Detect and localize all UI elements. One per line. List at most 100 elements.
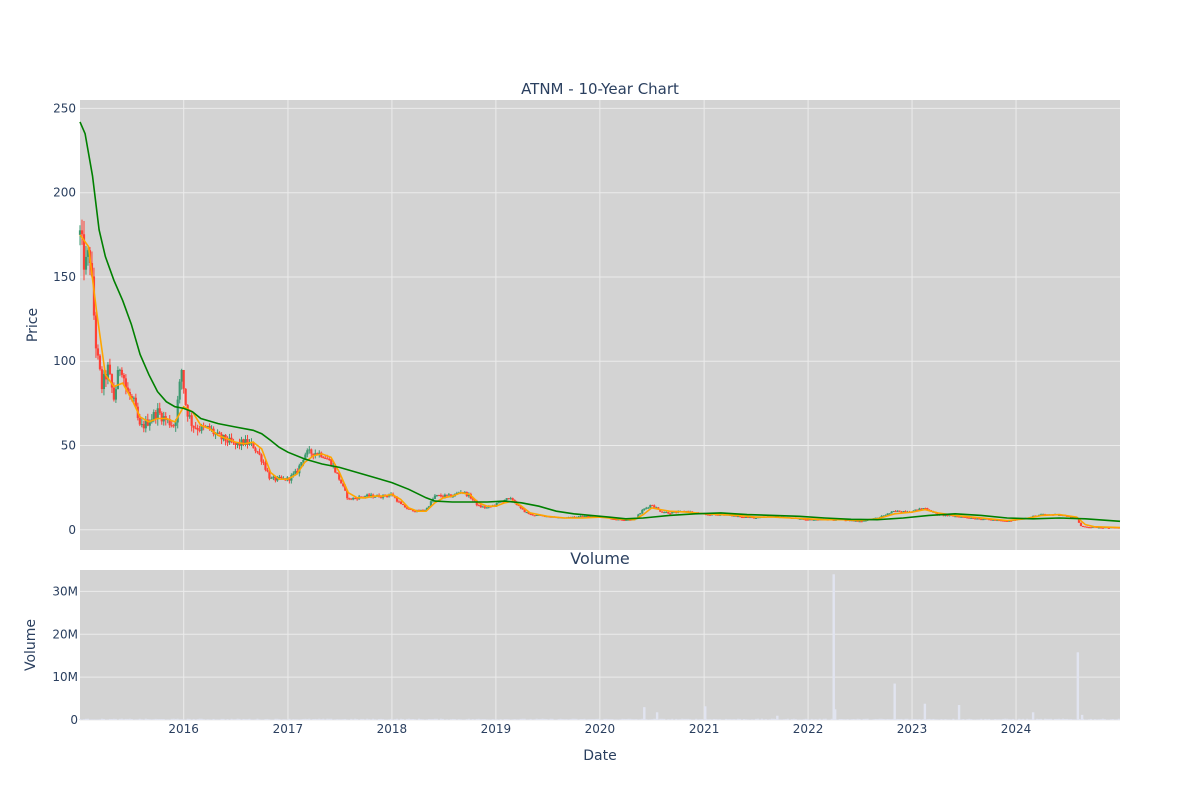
volume-bar (530, 719, 532, 720)
candle-body (258, 452, 260, 454)
volume-bar (346, 719, 348, 720)
volume-bar (408, 719, 410, 720)
volume-bar (1060, 719, 1062, 720)
candle-body (101, 369, 103, 389)
volume-bar (1110, 719, 1112, 720)
volume-bar (384, 719, 386, 720)
candle-body (324, 458, 326, 459)
volume-bar (524, 719, 526, 720)
volume-bar (508, 719, 510, 720)
volume-spike-bar (656, 712, 658, 720)
candle-body (153, 412, 155, 419)
candle-body (526, 512, 528, 513)
candle-body (119, 370, 121, 371)
volume-bar (322, 719, 324, 720)
volume-bar (809, 719, 811, 720)
volume-bar (430, 719, 432, 720)
volume-bar (984, 719, 986, 720)
volume-bar (709, 719, 711, 720)
volume-bar (314, 719, 316, 720)
candle-body (709, 515, 711, 516)
volume-bar (825, 719, 827, 720)
volume-spike-bar (958, 705, 960, 720)
candle-body (326, 458, 328, 459)
x-axis-label: Date (583, 748, 616, 764)
volume-bar (308, 719, 310, 720)
volume-spike-bar (643, 707, 645, 720)
volume-spike-bar (893, 684, 895, 720)
candle-body (486, 508, 488, 509)
volume-bar (617, 719, 619, 720)
volume-bar (318, 719, 320, 720)
candle-body (581, 516, 583, 517)
candle-body (368, 495, 370, 497)
candle-body (745, 517, 747, 518)
volume-bar (506, 719, 508, 720)
volume-bar (785, 719, 787, 720)
volume-bar (641, 719, 643, 720)
volume-bar (380, 719, 382, 720)
volume-bar (568, 719, 570, 720)
volume-bar (1064, 719, 1066, 720)
volume-bar (719, 719, 721, 720)
volume-bar (85, 719, 87, 720)
volume-spike-bar (924, 704, 926, 720)
volume-bar (175, 719, 177, 720)
candle-body (179, 382, 181, 400)
volume-bar (412, 719, 414, 720)
volume-bar (187, 719, 189, 720)
candle-body (270, 478, 272, 479)
volume-bar (366, 719, 368, 720)
volume-bar (1088, 719, 1090, 720)
candle-body (623, 520, 625, 521)
volume-bar (611, 719, 613, 720)
volume-bar (284, 719, 286, 720)
candle-body (95, 316, 97, 349)
volume-spike-bar (1081, 715, 1083, 720)
volume-bar (635, 719, 637, 720)
x-tick-label: 2019 (481, 722, 512, 736)
volume-bar (697, 719, 699, 720)
volume-bar (95, 719, 97, 720)
volume-bar (885, 719, 887, 720)
volume-bar (677, 719, 679, 720)
candle-body (898, 511, 900, 512)
candle-body (896, 511, 898, 512)
volume-bar (827, 719, 829, 720)
volume-spike-bar (1032, 712, 1034, 720)
volume-bar (468, 719, 470, 720)
volume-bar (615, 719, 617, 720)
volume-bar (865, 719, 867, 720)
volume-bar (1038, 719, 1040, 720)
volume-bar (488, 719, 490, 720)
candle-body (199, 430, 201, 431)
candle-body (859, 521, 861, 522)
volume-bar (609, 719, 611, 720)
candle-body (141, 424, 143, 425)
volume-y-tick-label: 30M (52, 584, 78, 598)
volume-bar (579, 719, 581, 720)
volume-bar (173, 719, 175, 720)
volume-bar (378, 719, 380, 720)
volume-bar (713, 719, 715, 720)
candle-body (982, 519, 984, 520)
volume-bar (348, 719, 350, 720)
volume-bar (934, 719, 936, 720)
candle-body (402, 504, 404, 505)
volume-bar (474, 719, 476, 720)
volume-bar (496, 719, 498, 720)
volume-bar (936, 719, 938, 720)
volume-bar (669, 719, 671, 720)
volume-bar (948, 719, 950, 720)
candle-body (123, 375, 125, 378)
volume-bar (1102, 719, 1104, 720)
volume-bar (627, 719, 629, 720)
volume-bar (131, 719, 133, 720)
candle-body (649, 505, 651, 507)
volume-bar (897, 719, 899, 720)
volume-bar (364, 719, 366, 720)
volume-bar (1116, 719, 1118, 720)
volume-bar (362, 719, 364, 720)
volume-bar (803, 719, 805, 720)
